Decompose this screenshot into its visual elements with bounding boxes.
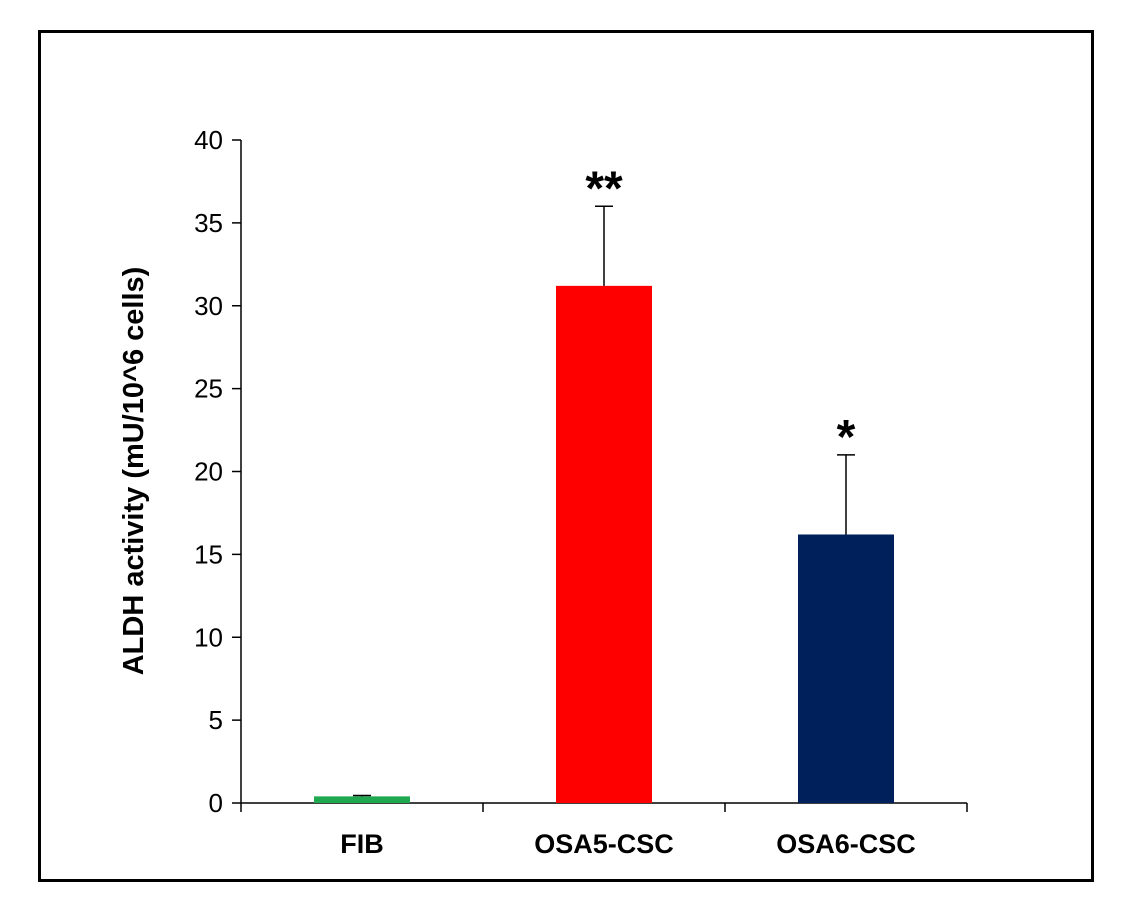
chart-frame	[38, 30, 1094, 882]
significance-label: *	[837, 411, 856, 464]
y-tick-label: 30	[194, 291, 223, 321]
y-tick-label: 0	[209, 788, 223, 818]
y-tick-label: 20	[194, 457, 223, 487]
bar-fib	[314, 796, 410, 803]
y-tick-label: 5	[209, 705, 223, 735]
category-label: OSA5-CSC	[534, 829, 674, 859]
y-axis-title: ALDH activity (mU/10^6 cells)	[118, 267, 150, 676]
y-tick-label: 25	[194, 374, 223, 404]
bar-osa5-csc	[556, 285, 652, 803]
y-tick-label: 35	[194, 208, 223, 238]
category-label: OSA6-CSC	[776, 829, 916, 859]
y-tick-label: 15	[194, 539, 223, 569]
bar-osa6-csc	[798, 534, 894, 803]
y-tick-label: 10	[194, 622, 223, 652]
category-label: FIB	[340, 829, 384, 859]
y-tick-label: 40	[194, 125, 223, 155]
significance-label: **	[585, 162, 623, 215]
